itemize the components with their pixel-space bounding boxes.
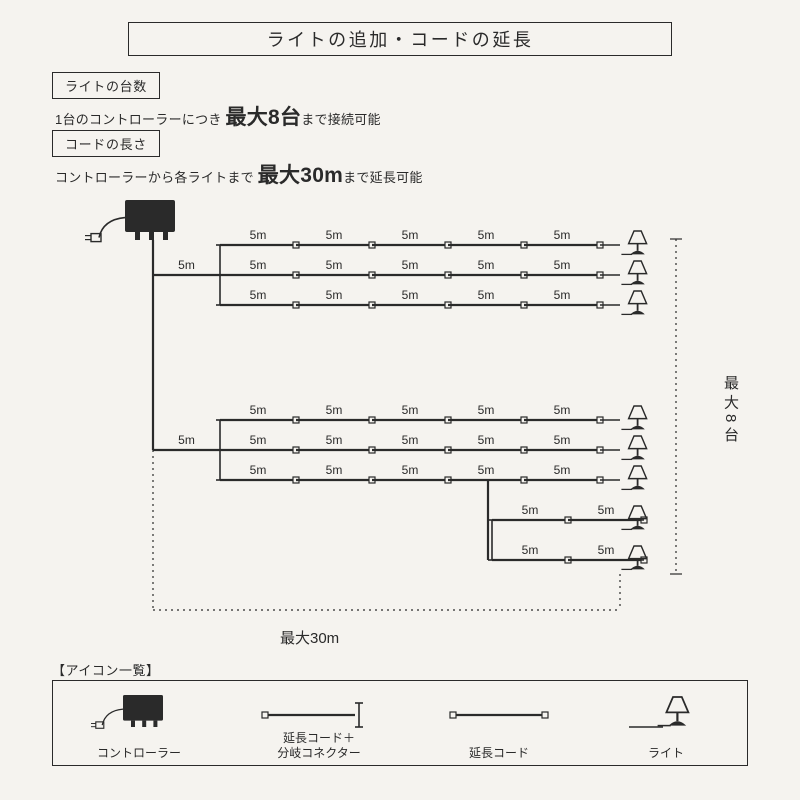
title-box: ライトの追加・コードの延長	[128, 22, 672, 56]
svg-text:5m: 5m	[250, 403, 267, 417]
svg-text:5m: 5m	[250, 288, 267, 302]
svg-text:5m: 5m	[478, 258, 495, 272]
legend-title: 【アイコン一覧】	[52, 660, 160, 679]
svg-text:5m: 5m	[402, 258, 419, 272]
svg-text:5m: 5m	[326, 288, 343, 302]
section2-line: コントローラーから各ライトまで 最大30mまで延長可能	[55, 159, 423, 189]
section2-post: まで延長可能	[343, 170, 423, 185]
section2-label: コードの長さ	[52, 130, 160, 157]
svg-text:5m: 5m	[598, 543, 615, 557]
svg-text:5m: 5m	[250, 258, 267, 272]
legend-item-light: ライト	[585, 681, 747, 767]
extcord-icon	[413, 681, 585, 741]
svg-text:5m: 5m	[250, 228, 267, 242]
svg-text:5m: 5m	[522, 543, 539, 557]
max-length-label: 最大30m	[280, 627, 339, 648]
svg-text:5m: 5m	[250, 433, 267, 447]
svg-text:5m: 5m	[326, 258, 343, 272]
svg-text:5m: 5m	[598, 503, 615, 517]
svg-text:5m: 5m	[402, 433, 419, 447]
controller-icon	[53, 681, 225, 741]
legend-label-1: 延長コード＋ 分岐コネクター	[225, 731, 413, 761]
section1-pre: 1台のコントローラーにつき	[55, 112, 222, 127]
svg-text:5m: 5m	[178, 433, 195, 447]
svg-text:5m: 5m	[402, 463, 419, 477]
svg-text:5m: 5m	[326, 228, 343, 242]
svg-text:5m: 5m	[326, 403, 343, 417]
svg-text:5m: 5m	[178, 258, 195, 272]
section1-post: まで接続可能	[301, 112, 381, 127]
light-icon	[585, 681, 747, 741]
svg-text:5m: 5m	[478, 433, 495, 447]
svg-text:5m: 5m	[478, 228, 495, 242]
legend-item-extcord-branch: 延長コード＋ 分岐コネクター	[225, 681, 413, 767]
svg-text:5m: 5m	[250, 463, 267, 477]
svg-text:5m: 5m	[402, 228, 419, 242]
svg-text:5m: 5m	[402, 403, 419, 417]
legend-label-0: コントローラー	[53, 746, 225, 761]
svg-text:5m: 5m	[554, 258, 571, 272]
section1-label: ライトの台数	[52, 72, 160, 99]
legend-box: コントローラー 延長コード＋ 分岐コネクター 延長コード ライト	[52, 680, 748, 766]
svg-text:5m: 5m	[522, 503, 539, 517]
svg-text:5m: 5m	[478, 288, 495, 302]
svg-text:5m: 5m	[326, 463, 343, 477]
section2-big: 最大30m	[258, 164, 343, 187]
svg-text:5m: 5m	[554, 433, 571, 447]
legend-label-2: 延長コード	[413, 746, 585, 761]
legend-item-extcord: 延長コード	[413, 681, 585, 767]
legend-label-3: ライト	[585, 746, 747, 761]
section2-pre: コントローラーから各ライトまで	[55, 170, 254, 185]
section1-big: 最大8台	[226, 106, 302, 129]
svg-text:5m: 5m	[554, 403, 571, 417]
svg-text:5m: 5m	[554, 288, 571, 302]
svg-text:5m: 5m	[478, 463, 495, 477]
svg-text:5m: 5m	[554, 228, 571, 242]
legend-item-controller: コントローラー	[53, 681, 225, 767]
wiring-diagram: 5m 5m 5m 5m 5m 5m 5m 5m 5m 5m 5m 5m 5m 5m 5m 5m 5m 5m 5m 5m…	[55, 190, 755, 640]
svg-text:5m: 5m	[326, 433, 343, 447]
section1-line: 1台のコントローラーにつき 最大8台まで接続可能	[55, 101, 381, 131]
max-lights-vertical-label: 最大8台	[720, 375, 741, 446]
svg-text:5m: 5m	[478, 403, 495, 417]
svg-text:5m: 5m	[402, 288, 419, 302]
svg-text:5m: 5m	[554, 463, 571, 477]
